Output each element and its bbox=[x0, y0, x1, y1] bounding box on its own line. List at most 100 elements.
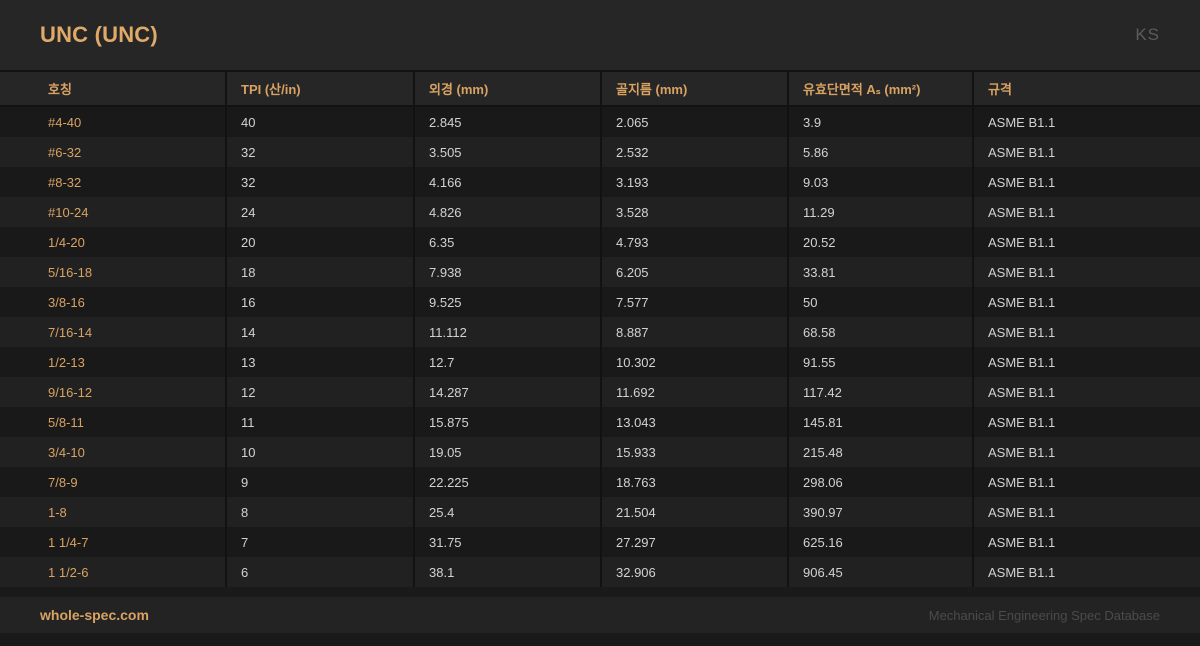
table-row: #8-32 32 4.166 3.193 9.03 ASME B1.1 bbox=[0, 167, 1200, 197]
cell-standard: ASME B1.1 bbox=[972, 227, 1200, 257]
column-header-outer-diameter: 외경 (mm) bbox=[413, 72, 600, 105]
cell-minor-diameter: 13.043 bbox=[600, 407, 787, 437]
table-row: 5/16-18 18 7.938 6.205 33.81 ASME B1.1 bbox=[0, 257, 1200, 287]
cell-tpi: 13 bbox=[225, 347, 413, 377]
table-row: #6-32 32 3.505 2.532 5.86 ASME B1.1 bbox=[0, 137, 1200, 167]
footer: whole-spec.com Mechanical Engineering Sp… bbox=[0, 597, 1200, 633]
cell-standard: ASME B1.1 bbox=[972, 287, 1200, 317]
column-header-tpi: TPI (산/in) bbox=[225, 72, 413, 105]
cell-standard: ASME B1.1 bbox=[972, 407, 1200, 437]
cell-stress-area: 9.03 bbox=[787, 167, 972, 197]
cell-tpi: 18 bbox=[225, 257, 413, 287]
row-designation-link[interactable]: 5/8-11 bbox=[48, 414, 84, 430]
table-row: 7/16-14 14 11.112 8.887 68.58 ASME B1.1 bbox=[0, 317, 1200, 347]
cell-standard: ASME B1.1 bbox=[972, 137, 1200, 167]
row-designation-link[interactable]: 1 1/4-7 bbox=[48, 534, 89, 550]
cell-tpi: 9 bbox=[225, 467, 413, 497]
row-designation-link[interactable]: #10-24 bbox=[48, 204, 89, 220]
cell-stress-area: 298.06 bbox=[787, 467, 972, 497]
cell-tpi: 40 bbox=[225, 107, 413, 137]
cell-standard: ASME B1.1 bbox=[972, 527, 1200, 557]
cell-tpi: 32 bbox=[225, 167, 413, 197]
cell-outer-diameter: 6.35 bbox=[413, 227, 600, 257]
cell-tpi: 11 bbox=[225, 407, 413, 437]
row-designation-link[interactable]: 3/8-16 bbox=[48, 294, 85, 310]
cell-stress-area: 11.29 bbox=[787, 197, 972, 227]
row-designation-link[interactable]: #6-32 bbox=[48, 144, 82, 160]
cell-standard: ASME B1.1 bbox=[972, 497, 1200, 527]
cell-outer-diameter: 3.505 bbox=[413, 137, 600, 167]
cell-standard: ASME B1.1 bbox=[972, 257, 1200, 287]
row-designation-link[interactable]: 7/8-9 bbox=[48, 474, 78, 490]
cell-standard: ASME B1.1 bbox=[972, 377, 1200, 407]
cell-minor-diameter: 2.532 bbox=[600, 137, 787, 167]
cell-stress-area: 91.55 bbox=[787, 347, 972, 377]
table-body: #4-40 40 2.845 2.065 3.9 ASME B1.1 #6-32 32 3.50… bbox=[0, 107, 1200, 587]
row-designation-link[interactable]: 7/16-14 bbox=[48, 324, 93, 340]
table-row: #4-40 40 2.845 2.065 3.9 ASME B1.1 bbox=[0, 107, 1200, 137]
cell-standard: ASME B1.1 bbox=[972, 467, 1200, 497]
row-designation-link[interactable]: 1 1/2-6 bbox=[48, 564, 89, 580]
row-designation-link[interactable]: 1/4-20 bbox=[48, 234, 85, 250]
table-row: #10-24 24 4.826 3.528 11.29 ASME B1.1 bbox=[0, 197, 1200, 227]
cell-stress-area: 3.9 bbox=[787, 107, 972, 137]
cell-outer-diameter: 2.845 bbox=[413, 107, 600, 137]
table-header-row: 호칭 TPI (산/in) 외경 (mm) 골지름 (mm) 유효단면적 Aₛ (mm²… bbox=[0, 70, 1200, 107]
cell-minor-diameter: 10.302 bbox=[600, 347, 787, 377]
cell-minor-diameter: 15.933 bbox=[600, 437, 787, 467]
page-title: UNC (UNC) bbox=[40, 22, 158, 47]
cell-outer-diameter: 25.4 bbox=[413, 497, 600, 527]
cell-tpi: 32 bbox=[225, 137, 413, 167]
cell-stress-area: 5.86 bbox=[787, 137, 972, 167]
cell-outer-diameter: 4.166 bbox=[413, 167, 600, 197]
cell-standard: ASME B1.1 bbox=[972, 437, 1200, 467]
cell-stress-area: 625.16 bbox=[787, 527, 972, 557]
table-row: 1/2-13 13 12.7 10.302 91.55 ASME B1.1 bbox=[0, 347, 1200, 377]
column-header-standard: 규격 bbox=[972, 72, 1200, 105]
cell-minor-diameter: 7.577 bbox=[600, 287, 787, 317]
row-designation-link[interactable]: 1/2-13 bbox=[48, 354, 85, 370]
cell-tpi: 8 bbox=[225, 497, 413, 527]
cell-tpi: 20 bbox=[225, 227, 413, 257]
row-designation-link[interactable]: 5/16-18 bbox=[48, 264, 93, 280]
row-designation-link[interactable]: 3/4-10 bbox=[48, 444, 85, 460]
cell-tpi: 6 bbox=[225, 557, 413, 587]
cell-minor-diameter: 21.504 bbox=[600, 497, 787, 527]
cell-stress-area: 906.45 bbox=[787, 557, 972, 587]
cell-minor-diameter: 2.065 bbox=[600, 107, 787, 137]
cell-outer-diameter: 9.525 bbox=[413, 287, 600, 317]
site-tagline: Mechanical Engineering Spec Database bbox=[928, 607, 1160, 623]
cell-stress-area: 390.97 bbox=[787, 497, 972, 527]
row-designation-link[interactable]: #4-40 bbox=[48, 114, 82, 130]
site-brand: whole-spec.com bbox=[40, 607, 149, 623]
cell-standard: ASME B1.1 bbox=[972, 167, 1200, 197]
cell-outer-diameter: 38.1 bbox=[413, 557, 600, 587]
cell-outer-diameter: 15.875 bbox=[413, 407, 600, 437]
cell-tpi: 10 bbox=[225, 437, 413, 467]
cell-minor-diameter: 27.297 bbox=[600, 527, 787, 557]
cell-minor-diameter: 8.887 bbox=[600, 317, 787, 347]
cell-standard: ASME B1.1 bbox=[972, 557, 1200, 587]
cell-stress-area: 117.42 bbox=[787, 377, 972, 407]
cell-standard: ASME B1.1 bbox=[972, 347, 1200, 377]
cell-minor-diameter: 32.906 bbox=[600, 557, 787, 587]
cell-stress-area: 50 bbox=[787, 287, 972, 317]
row-designation-link[interactable]: 1-8 bbox=[48, 504, 67, 520]
cell-outer-diameter: 11.112 bbox=[413, 317, 600, 347]
cell-outer-diameter: 19.05 bbox=[413, 437, 600, 467]
cell-outer-diameter: 7.938 bbox=[413, 257, 600, 287]
table-row: 1 1/4-7 7 31.75 27.297 625.16 ASME B1.1 bbox=[0, 527, 1200, 557]
cell-outer-diameter: 22.225 bbox=[413, 467, 600, 497]
row-designation-link[interactable]: 9/16-12 bbox=[48, 384, 93, 400]
table-row: 7/8-9 9 22.225 18.763 298.06 ASME B1.1 bbox=[0, 467, 1200, 497]
cell-standard: ASME B1.1 bbox=[972, 317, 1200, 347]
column-header-stress-area: 유효단면적 Aₛ (mm²) bbox=[787, 72, 972, 105]
cell-minor-diameter: 3.528 bbox=[600, 197, 787, 227]
cell-minor-diameter: 18.763 bbox=[600, 467, 787, 497]
cell-outer-diameter: 4.826 bbox=[413, 197, 600, 227]
cell-outer-diameter: 12.7 bbox=[413, 347, 600, 377]
table-row: 1-8 8 25.4 21.504 390.97 ASME B1.1 bbox=[0, 497, 1200, 527]
cell-stress-area: 20.52 bbox=[787, 227, 972, 257]
table-row: 3/8-16 16 9.525 7.577 50 ASME B1.1 bbox=[0, 287, 1200, 317]
row-designation-link[interactable]: #8-32 bbox=[48, 174, 82, 190]
